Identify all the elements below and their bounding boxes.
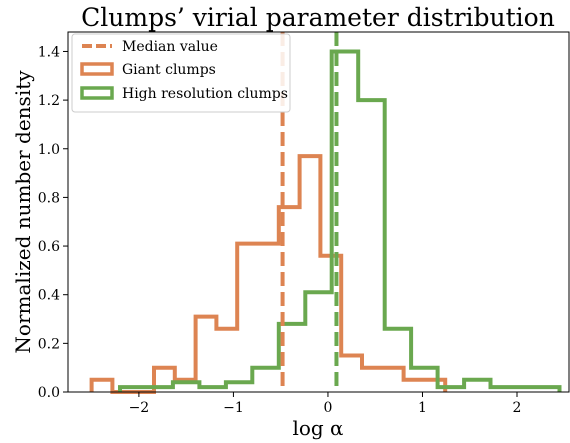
y-tick-label: 1.0	[38, 142, 60, 158]
legend-giant-clumps-swatch	[80, 62, 114, 76]
giant-clumps-histogram	[89, 154, 448, 394]
y-tick-label: 0.8	[38, 190, 60, 206]
y-axis-ticks: 0.0 0.2 0.4 0.6 0.8 1.0 1.2 1.4	[38, 44, 68, 401]
high-resolution-clumps-histogram	[118, 49, 562, 392]
x-tick-label: −1	[223, 400, 244, 416]
y-tick-label: 0.6	[38, 239, 60, 255]
x-tick-label: 2	[513, 400, 522, 416]
chart-title: Clumps’ virial parameter distribution	[81, 3, 555, 32]
legend-box	[71, 33, 291, 113]
y-tick-label: 0.2	[38, 336, 60, 352]
x-axis-label: log α	[292, 416, 343, 440]
y-tick-label: 1.4	[38, 44, 60, 60]
legend-high-resolution-label: High resolution clumps	[122, 86, 288, 102]
y-axis-label: Normalized number density	[11, 70, 35, 354]
legend: Median value Giant clumps High resolutio…	[71, 33, 291, 113]
y-tick-label: 0.4	[38, 288, 60, 304]
x-tick-label: −2	[129, 400, 150, 416]
plot-frame	[67, 31, 570, 393]
legend-median-label: Median value	[122, 39, 218, 55]
x-axis-ticks: −2 −1 0 1 2	[129, 392, 522, 416]
y-tick-label: 1.2	[38, 93, 60, 109]
legend-giant-clumps-label: Giant clumps	[122, 62, 216, 78]
x-tick-label: 1	[418, 400, 427, 416]
x-tick-label: 0	[323, 400, 332, 416]
y-tick-label: 0.0	[38, 385, 60, 401]
legend-high-resolution-swatch	[80, 86, 114, 100]
